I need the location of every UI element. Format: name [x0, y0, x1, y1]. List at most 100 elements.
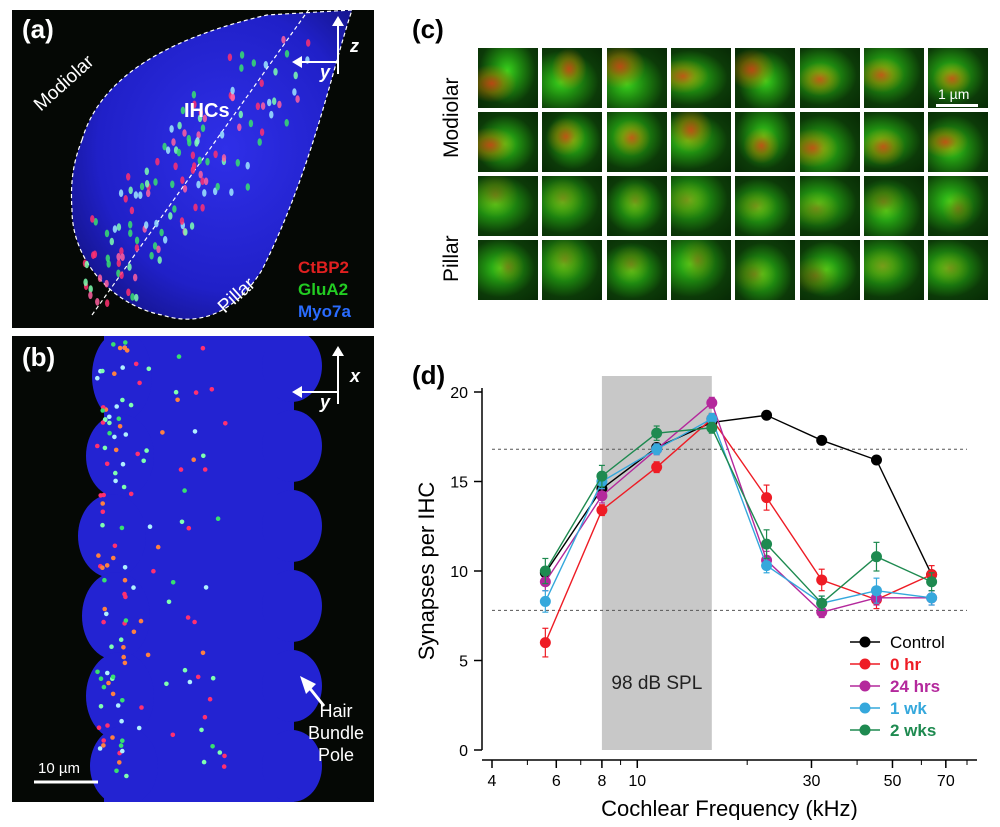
- synapse-puncta-b: [173, 389, 179, 395]
- x-tick-label: 70: [937, 773, 955, 790]
- synapse-puncta-a: [139, 182, 145, 191]
- legend-marker: [859, 724, 871, 736]
- synapse-puncta-b: [100, 522, 105, 528]
- panel-b-label: (b): [22, 342, 56, 372]
- synapse-puncta-a: [119, 247, 124, 255]
- synapse-puncta-b: [109, 644, 114, 649]
- synapse-puncta-a: [149, 251, 154, 260]
- synapse-puncta-b: [114, 768, 119, 774]
- synapse-puncta-a: [255, 102, 261, 111]
- synapse-puncta-b: [200, 650, 206, 656]
- synapse-puncta-b: [102, 445, 108, 451]
- legend-myo7a: Myo7a: [298, 302, 351, 321]
- x-tick-label: 6: [552, 773, 561, 790]
- synapse-puncta-b: [201, 759, 207, 765]
- legend-ctbp2: CtBP2: [298, 258, 350, 277]
- synapse-puncta-b: [112, 543, 118, 549]
- synapse-puncta-b: [117, 424, 123, 429]
- synapse-puncta-a: [105, 299, 110, 308]
- synapse-puncta-a: [295, 95, 300, 103]
- synapse-puncta-b: [144, 448, 149, 453]
- synapse-puncta-a: [126, 173, 131, 181]
- synapse-puncta-a: [257, 138, 262, 146]
- synapse-puncta-b: [202, 714, 208, 720]
- synapse-puncta-a: [88, 291, 93, 300]
- synapse-puncta-a: [154, 219, 159, 228]
- synapse-puncta-a: [127, 263, 132, 271]
- synapse-tile: [542, 112, 603, 172]
- synapse-tile: [478, 240, 538, 300]
- synapse-puncta-b: [131, 585, 136, 590]
- synapse-puncta-b: [118, 637, 124, 642]
- synapse-puncta-a: [259, 79, 264, 87]
- synapse-puncta-a: [128, 229, 133, 237]
- data-point: [596, 490, 608, 502]
- synapse-puncta-a: [173, 162, 178, 171]
- synapse-puncta-b: [147, 524, 153, 529]
- synapse-puncta-a: [191, 90, 197, 99]
- synapse-puncta-a: [172, 205, 177, 213]
- synapse-puncta-a: [292, 88, 297, 96]
- data-point: [761, 560, 773, 572]
- synapse-puncta-b: [221, 764, 227, 769]
- synapse-puncta-b: [136, 725, 142, 731]
- synapse-tile: [606, 240, 667, 300]
- synapse-puncta-b: [178, 467, 184, 472]
- synapse-puncta-a: [182, 185, 188, 193]
- synapse-puncta-a: [180, 106, 186, 115]
- synapse-puncta-b: [111, 342, 116, 347]
- synapse-puncta-b: [145, 652, 151, 658]
- axis-y-label-b: y: [320, 392, 331, 412]
- synapse-puncta-b: [101, 743, 106, 748]
- synapse-puncta-a: [171, 138, 176, 146]
- synapse-tile: [863, 240, 924, 300]
- hair-bundle-pole-text: Hair Bundle Pole: [307, 701, 365, 765]
- synapse-puncta-b: [141, 458, 146, 464]
- synapse-puncta-a: [202, 114, 207, 123]
- row-label-pillar: Pillar: [440, 235, 463, 282]
- synapse-puncta-a: [112, 225, 118, 233]
- synapse-puncta-a: [269, 110, 274, 119]
- y-tick-label: 10: [450, 564, 468, 581]
- synapse-puncta-b: [102, 606, 107, 612]
- synapse-puncta-a: [197, 114, 203, 123]
- synapse-puncta-b: [106, 680, 111, 686]
- y-tick-label: 20: [450, 385, 468, 402]
- legend-label: 2 wks: [890, 721, 936, 740]
- synapse-puncta-a: [281, 35, 286, 44]
- data-point: [651, 461, 663, 473]
- synapse-puncta-b: [113, 447, 119, 453]
- synapse-puncta-b: [120, 738, 125, 743]
- synapse-puncta-a: [198, 108, 204, 117]
- synapse-puncta-b: [104, 563, 110, 568]
- synapse-puncta-b: [122, 591, 127, 597]
- synapse-puncta-b: [175, 397, 180, 403]
- synapse-puncta-a: [133, 273, 138, 282]
- synapse-puncta-b: [96, 553, 101, 558]
- synapse-puncta-a: [83, 278, 88, 287]
- synapse-puncta-a: [229, 188, 234, 196]
- data-point: [706, 397, 718, 409]
- legend-label: Control: [890, 633, 945, 652]
- synapse-puncta-b: [102, 577, 107, 583]
- synapse-puncta-b: [110, 691, 116, 697]
- synapse-puncta-a: [245, 183, 250, 191]
- synapse-tile: [478, 112, 538, 172]
- synapse-puncta-b: [112, 434, 117, 440]
- synapse-puncta-a: [144, 180, 150, 188]
- synapse-puncta-b: [110, 735, 115, 740]
- synapse-puncta-a: [116, 223, 122, 231]
- synapse-puncta-a: [157, 256, 162, 264]
- synapse-puncta-b: [122, 565, 128, 570]
- legend-marker: [859, 680, 871, 692]
- synapse-puncta-a: [128, 220, 133, 229]
- axis-arrows-a: [292, 16, 344, 74]
- synapse-puncta-b: [113, 478, 118, 484]
- synapse-puncta-b: [182, 667, 188, 673]
- synapse-puncta-a: [219, 131, 225, 139]
- data-point: [539, 565, 551, 577]
- synapse-puncta-b: [166, 599, 172, 605]
- synapse-puncta-b: [120, 748, 125, 754]
- synapse-puncta-a: [165, 146, 171, 154]
- synapse-puncta-b: [131, 629, 137, 635]
